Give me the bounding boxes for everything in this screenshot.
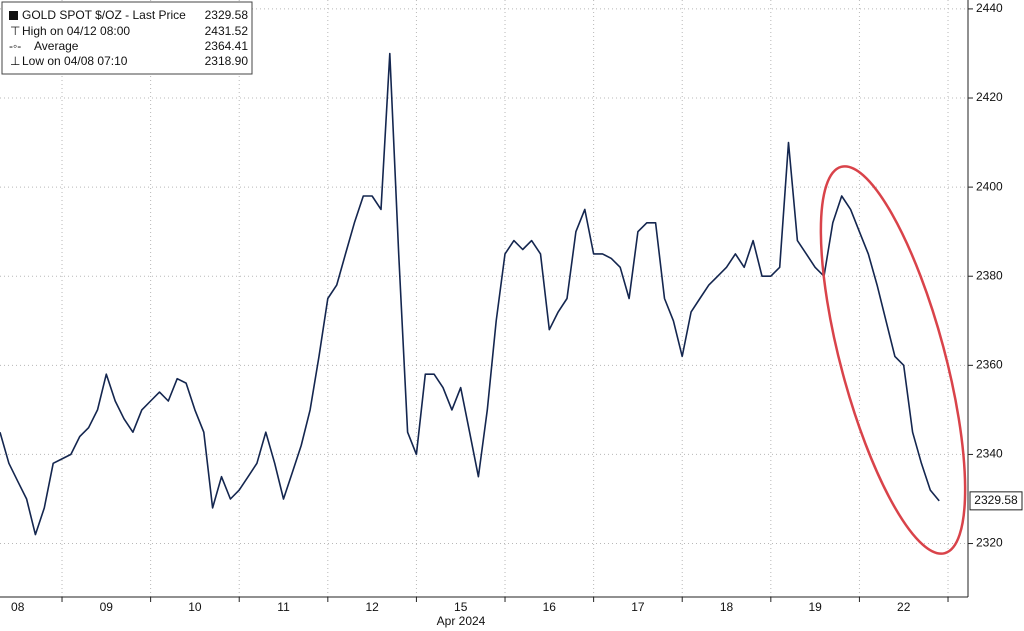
stat-value: 2318.90: [205, 54, 249, 68]
stat-label: Average: [34, 39, 79, 53]
x-tick-label: 09: [100, 600, 114, 614]
highlight-ellipse: [819, 165, 967, 555]
x-tick-label: 10: [188, 600, 202, 614]
legend: GOLD SPOT $/OZ - Last Price 2329.58 ⊤ Hi…: [1, 1, 253, 75]
x-tick-label: 08: [11, 600, 25, 614]
y-tick-label: 2320: [976, 536, 1003, 550]
y-tick-label: 2340: [976, 447, 1003, 461]
x-tick-label: 17: [631, 600, 645, 614]
y-tick-label: 2360: [976, 358, 1003, 372]
y-tick-label: 2420: [976, 90, 1003, 104]
x-tick-label: 22: [897, 600, 911, 614]
y-tick-label: 2440: [976, 1, 1003, 15]
stat-value: 2431.52: [205, 24, 249, 38]
legend-box: [1, 1, 253, 75]
last-price-label: 2329.58: [974, 493, 1018, 507]
y-tick-label: 2380: [976, 268, 1003, 282]
legend-icon: -◦-: [9, 39, 21, 53]
x-axis-label: Apr 2024: [437, 614, 486, 628]
stat-label: Low on 04/08 07:10: [22, 54, 128, 68]
x-tick-label: 19: [808, 600, 822, 614]
stat-label: High on 04/12 08:00: [22, 24, 130, 38]
price-line: [0, 52, 940, 536]
y-tick-label: 2400: [976, 179, 1003, 193]
legend-icon: ⊤: [10, 24, 20, 38]
x-tick-label: 12: [365, 600, 379, 614]
legend-label: GOLD SPOT $/OZ - Last Price: [22, 8, 186, 22]
x-tick-label: 18: [720, 600, 734, 614]
x-tick-label: 11: [277, 600, 290, 614]
x-tick-label: 15: [454, 600, 468, 614]
legend-icon: ⊥: [10, 54, 20, 68]
last-price-tag: [969, 491, 1023, 511]
legend-swatch: [9, 11, 18, 20]
stat-value: 2364.41: [205, 39, 249, 53]
x-tick-label: 16: [543, 600, 557, 614]
legend-value: 2329.58: [205, 8, 249, 22]
